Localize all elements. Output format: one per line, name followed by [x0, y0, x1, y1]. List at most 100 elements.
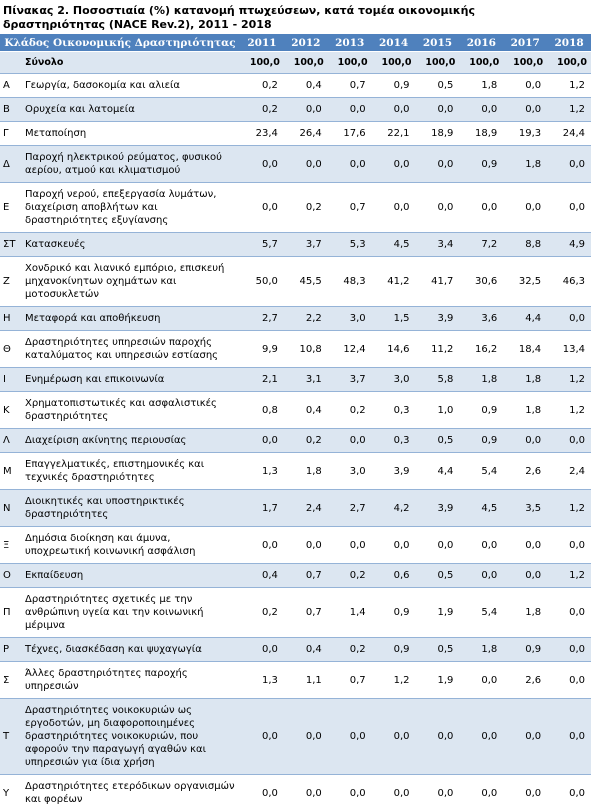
cell-value: 0,0	[416, 183, 460, 233]
year-header: 2014	[372, 34, 416, 52]
cell-value: 0,2	[284, 183, 328, 233]
cell-value: 0,7	[284, 588, 328, 638]
cell-value: 3,4	[416, 233, 460, 257]
row-code: Η	[0, 307, 22, 331]
row-code: Υ	[0, 775, 22, 811]
row-label: Άλλες δραστηριότητες παροχής υπηρεσιών	[22, 662, 240, 699]
row-label: Διοικητικές και υποστηρικτικές δραστηριό…	[22, 490, 240, 527]
cell-value: 0,0	[328, 146, 372, 183]
cell-value: 0,7	[284, 564, 328, 588]
cell-value: 1,8	[503, 368, 547, 392]
row-label: Δραστηριότητες νοικοκυριών ως εργοδοτών,…	[22, 699, 240, 775]
cell-value: 1,2	[372, 662, 416, 699]
cell-value: 0,0	[459, 98, 503, 122]
row-code: Ζ	[0, 257, 22, 307]
cell-value: 5,3	[328, 233, 372, 257]
cell-value: 0,4	[284, 74, 328, 98]
cell-value: 100,0	[372, 52, 416, 74]
cell-value: 0,0	[372, 183, 416, 233]
cell-value: 0,2	[240, 74, 284, 98]
cell-value: 0,0	[547, 429, 591, 453]
cell-value: 4,4	[416, 453, 460, 490]
row-label: Χρηματοπιστωτικές και ασφαλιστικές δραστ…	[22, 392, 240, 429]
row-code: Π	[0, 588, 22, 638]
cell-value: 0,0	[459, 775, 503, 811]
row-code: Ε	[0, 183, 22, 233]
cell-value: 3,0	[372, 368, 416, 392]
cell-value: 14,6	[372, 331, 416, 368]
cell-value: 1,9	[416, 662, 460, 699]
cell-value: 0,0	[416, 775, 460, 811]
row-label: Σύνολο	[22, 52, 240, 74]
cell-value: 8,8	[503, 233, 547, 257]
cell-value: 0,5	[416, 564, 460, 588]
row-code	[0, 52, 22, 74]
cell-value: 4,5	[459, 490, 503, 527]
cell-value: 0,0	[459, 183, 503, 233]
cell-value: 17,6	[328, 122, 372, 146]
cell-value: 0,2	[328, 564, 372, 588]
cell-value: 0,0	[547, 588, 591, 638]
cell-value: 2,1	[240, 368, 284, 392]
cell-value: 0,6	[372, 564, 416, 588]
cell-value: 1,8	[459, 638, 503, 662]
cell-value: 0,0	[547, 527, 591, 564]
cell-value: 0,0	[240, 638, 284, 662]
cell-value: 0,0	[547, 662, 591, 699]
row-code: Ι	[0, 368, 22, 392]
cell-value: 18,9	[459, 122, 503, 146]
cell-value: 3,0	[328, 453, 372, 490]
year-header: 2011	[240, 34, 284, 52]
cell-value: 100,0	[284, 52, 328, 74]
row-code: Ρ	[0, 638, 22, 662]
cell-value: 0,0	[328, 699, 372, 775]
row-label: Δραστηριότητες ετερόδικων οργανισμών και…	[22, 775, 240, 811]
cell-value: 0,0	[372, 98, 416, 122]
cell-value: 0,7	[328, 74, 372, 98]
cell-value: 0,0	[328, 98, 372, 122]
cell-value: 1,9	[416, 588, 460, 638]
cell-value: 24,4	[547, 122, 591, 146]
cell-value: 0,9	[372, 638, 416, 662]
cell-value: 2,2	[284, 307, 328, 331]
cell-value: 0,9	[459, 429, 503, 453]
cell-value: 0,0	[503, 564, 547, 588]
cell-value: 1,2	[547, 98, 591, 122]
cell-value: 1,8	[284, 453, 328, 490]
year-header: 2018	[547, 34, 591, 52]
cell-value: 0,0	[503, 98, 547, 122]
cell-value: 41,7	[416, 257, 460, 307]
cell-value: 0,2	[328, 638, 372, 662]
cell-value: 1,2	[547, 392, 591, 429]
cell-value: 0,7	[328, 662, 372, 699]
cell-value: 1,8	[503, 392, 547, 429]
year-header: 2013	[328, 34, 372, 52]
year-header: 2012	[284, 34, 328, 52]
cell-value: 2,6	[503, 662, 547, 699]
row-code: Μ	[0, 453, 22, 490]
cell-value: 0,0	[416, 527, 460, 564]
cell-value: 1,8	[459, 368, 503, 392]
cell-value: 1,8	[503, 588, 547, 638]
cell-value: 5,4	[459, 453, 503, 490]
year-header: 2015	[416, 34, 460, 52]
cell-value: 0,9	[372, 74, 416, 98]
cell-value: 0,0	[503, 183, 547, 233]
cell-value: 0,0	[240, 146, 284, 183]
row-code: ΣΤ	[0, 233, 22, 257]
cell-value: 30,6	[459, 257, 503, 307]
cell-value: 0,3	[372, 429, 416, 453]
row-label: Παροχή νερού, επεξεργασία λυμάτων, διαχε…	[22, 183, 240, 233]
cell-value: 0,0	[372, 146, 416, 183]
cell-value: 3,1	[284, 368, 328, 392]
